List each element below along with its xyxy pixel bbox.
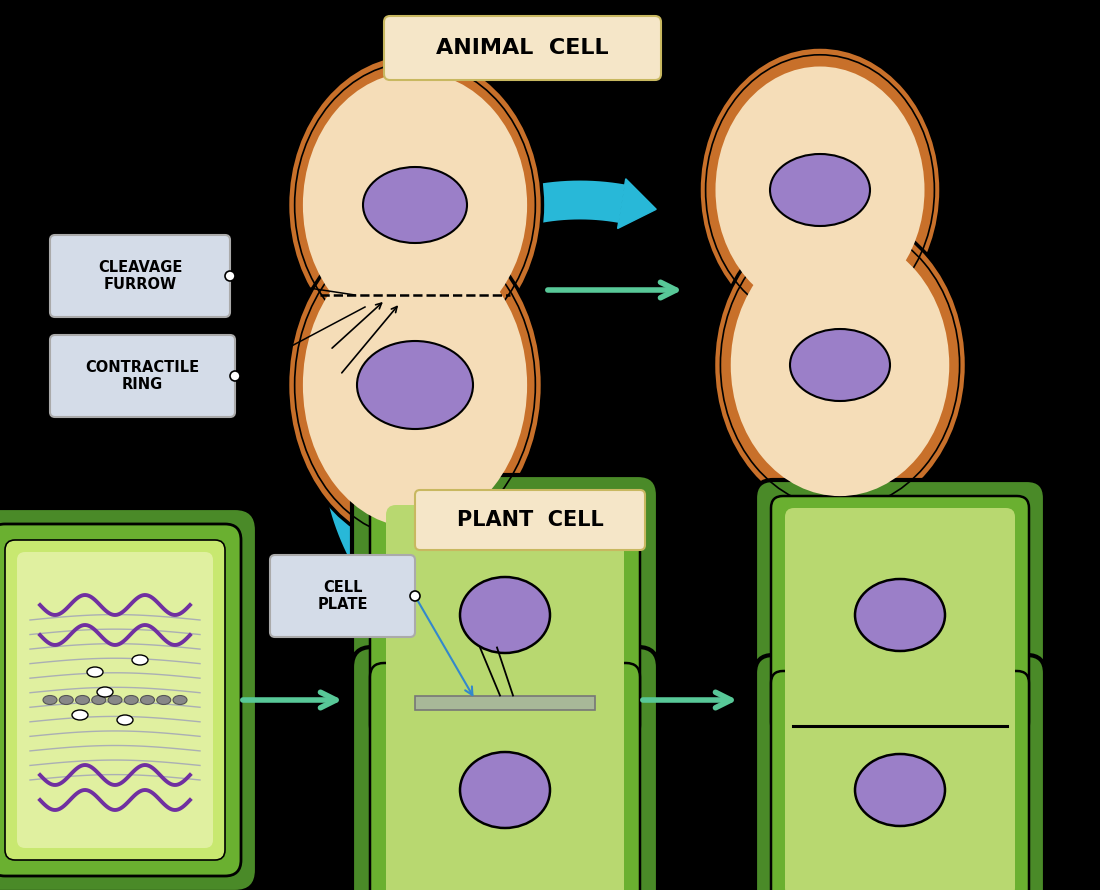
FancyBboxPatch shape (755, 480, 1045, 750)
Ellipse shape (76, 695, 89, 705)
FancyBboxPatch shape (785, 683, 1015, 890)
FancyBboxPatch shape (370, 663, 640, 890)
Ellipse shape (730, 234, 949, 496)
Ellipse shape (855, 754, 945, 826)
Text: CONTRACTILE
RING: CONTRACTILE RING (86, 360, 199, 392)
Ellipse shape (363, 167, 468, 243)
FancyBboxPatch shape (0, 524, 241, 876)
FancyBboxPatch shape (50, 335, 235, 417)
Ellipse shape (117, 715, 133, 725)
FancyBboxPatch shape (386, 505, 624, 725)
Ellipse shape (108, 695, 122, 705)
Ellipse shape (287, 53, 542, 356)
Text: CLEAVAGE
FURROW: CLEAVAGE FURROW (98, 260, 183, 292)
Ellipse shape (141, 695, 154, 705)
Ellipse shape (132, 655, 148, 665)
Text: CELL
PLATE: CELL PLATE (317, 579, 367, 612)
Ellipse shape (698, 47, 940, 333)
Polygon shape (490, 642, 530, 689)
Ellipse shape (302, 72, 527, 338)
FancyBboxPatch shape (386, 677, 624, 890)
Ellipse shape (173, 695, 187, 705)
Ellipse shape (790, 329, 890, 401)
Text: PLANT  CELL: PLANT CELL (456, 510, 604, 530)
Ellipse shape (91, 695, 106, 705)
FancyBboxPatch shape (352, 647, 658, 890)
Ellipse shape (302, 242, 527, 528)
Text: ANIMAL  CELL: ANIMAL CELL (437, 38, 608, 58)
Ellipse shape (770, 154, 870, 226)
FancyBboxPatch shape (6, 540, 225, 860)
FancyBboxPatch shape (785, 508, 1015, 722)
FancyBboxPatch shape (415, 490, 645, 550)
FancyBboxPatch shape (771, 496, 1028, 734)
Ellipse shape (287, 223, 542, 547)
Ellipse shape (59, 695, 74, 705)
Ellipse shape (460, 752, 550, 828)
Ellipse shape (72, 710, 88, 720)
Ellipse shape (87, 667, 103, 677)
FancyBboxPatch shape (755, 655, 1045, 890)
FancyBboxPatch shape (771, 671, 1028, 890)
Ellipse shape (97, 687, 113, 697)
Circle shape (226, 271, 235, 281)
FancyBboxPatch shape (352, 475, 658, 755)
FancyBboxPatch shape (384, 16, 661, 80)
Ellipse shape (460, 577, 550, 653)
FancyBboxPatch shape (50, 235, 230, 317)
FancyBboxPatch shape (370, 491, 640, 739)
FancyBboxPatch shape (16, 552, 213, 848)
Circle shape (410, 591, 420, 601)
Circle shape (230, 371, 240, 381)
Ellipse shape (124, 695, 139, 705)
Ellipse shape (43, 695, 57, 705)
Ellipse shape (156, 695, 170, 705)
Polygon shape (617, 179, 657, 229)
Ellipse shape (358, 341, 473, 429)
Bar (415, 695, 595, 709)
FancyBboxPatch shape (0, 508, 257, 890)
FancyBboxPatch shape (270, 555, 415, 637)
Ellipse shape (714, 214, 967, 517)
Ellipse shape (715, 67, 924, 313)
Ellipse shape (855, 579, 945, 651)
